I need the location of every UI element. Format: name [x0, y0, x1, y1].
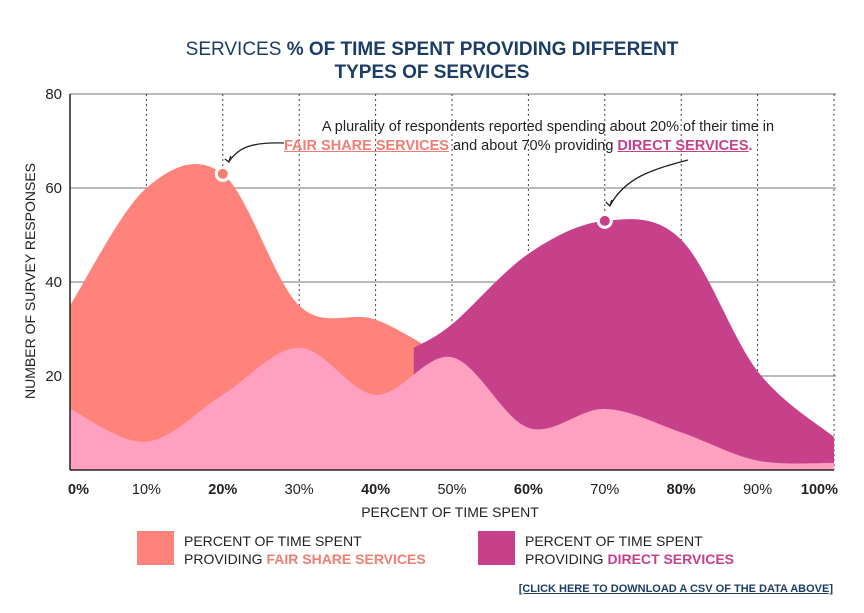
title-main-line1: % OF TIME SPENT PROVIDING DIFFERENT: [286, 39, 679, 60]
annotation-end: .: [748, 138, 753, 154]
y-tick-label-20: 20: [45, 368, 62, 385]
x-tick-label-40: 40%: [361, 482, 390, 498]
x-tick-label-90: 90%: [743, 482, 772, 498]
highlight-marker-direct: [596, 212, 613, 229]
x-tick-label-60: 60%: [514, 482, 543, 498]
x-tick-label-80: 80%: [667, 482, 696, 498]
x-tick-label-10: 10%: [132, 482, 161, 498]
area-direct-services: [413, 219, 834, 470]
area-direct-services-low: [70, 347, 834, 470]
annotation: A plurality of respondents reported spen…: [284, 118, 808, 154]
download-csv-link[interactable]: [CLICK HERE TO DOWNLOAD A CSV OF THE DAT…: [518, 583, 833, 595]
arrowhead-direct: [605, 199, 613, 208]
legend-direct-emph: DIRECT SERVICES: [607, 551, 735, 567]
legend-swatch-fair-share: [137, 531, 174, 565]
x-tick-label-50: 50%: [437, 482, 466, 498]
y-axis-label: NUMBER OF SURVEY RESPONSES: [22, 163, 38, 399]
annotation-line1: A plurality of respondents reported spen…: [321, 119, 775, 135]
x-tick-labels: 0% 10% 20% 30% 40% 50% 60% 70% 80% 90% 100%: [68, 482, 838, 498]
y-tick-label-80: 80: [45, 86, 62, 103]
annotation-arrow-direct: [609, 159, 689, 207]
highlight-marker-fair: [214, 165, 231, 182]
legend-direct-prefix: PROVIDING: [525, 551, 608, 567]
annotation-fair-share: FAIR SHARE SERVICES: [284, 138, 449, 154]
legend-fair-emph: FAIR SHARE SERVICES: [266, 551, 426, 567]
annotation-arrow-fair: [228, 142, 285, 163]
y-tick-label-40: 40: [45, 274, 62, 291]
x-tick-label-70: 70%: [590, 482, 619, 498]
arrowhead-fair: [224, 155, 232, 163]
x-tick-label-30: 30%: [285, 482, 314, 498]
legend-fair-line1: PERCENT OF TIME SPENT: [184, 533, 362, 549]
x-tick-label-100: 100%: [801, 482, 838, 498]
title-prefix: SERVICES: [185, 39, 282, 60]
y-tick-labels: 20 40 60 80: [45, 86, 62, 385]
annotation-arrows: [224, 142, 689, 208]
highlight-markers: [214, 165, 613, 229]
title-main-line2: TYPES OF SERVICES: [334, 62, 530, 83]
y-tick-label-60: 60: [45, 180, 62, 197]
annotation-direct: DIRECT SERVICES: [617, 138, 749, 154]
annotation-middle: and about 70% providing: [448, 138, 618, 154]
legend-direct-line1: PERCENT OF TIME SPENT: [525, 533, 703, 549]
legend-swatch-direct: [478, 531, 515, 565]
x-tick-label-20: 20%: [208, 482, 237, 498]
chart-title: SERVICES % OF TIME SPENT PROVIDING DIFFE…: [0, 38, 864, 84]
x-tick-label-0: 0%: [68, 482, 89, 498]
legend-fair-prefix: PROVIDING: [184, 551, 267, 567]
x-axis-label: PERCENT OF TIME SPENT: [361, 504, 539, 520]
